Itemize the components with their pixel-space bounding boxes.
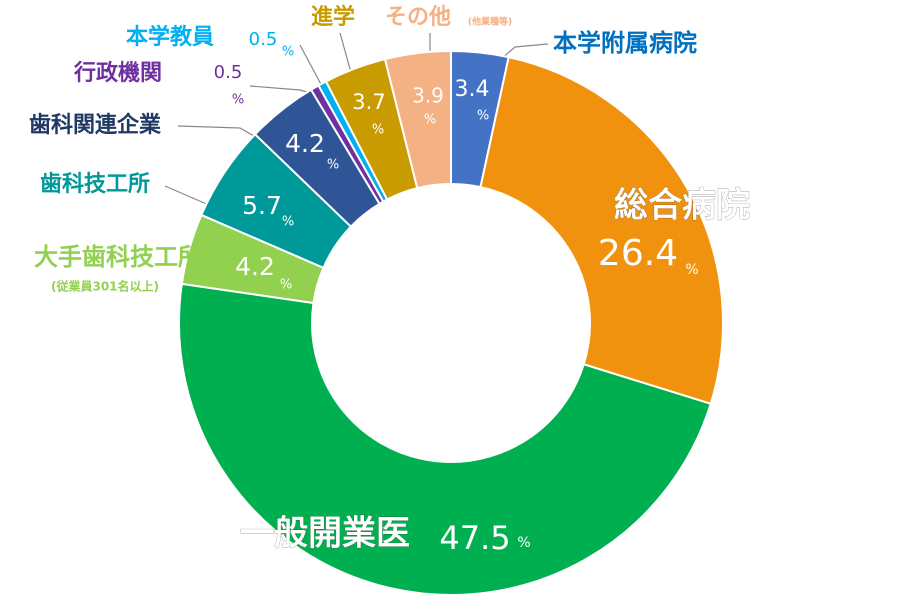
leader-line <box>339 32 353 77</box>
slice-label: 歯科関連企業 <box>29 112 162 138</box>
slice-label: 本学教員 <box>126 24 214 50</box>
value-label: 26.4 <box>598 233 678 274</box>
unit-label: % <box>685 262 698 278</box>
slice <box>479 55 724 406</box>
slice-label: 歯科技工所 <box>40 171 150 197</box>
slice-note: (従業員301名以上) <box>51 279 159 294</box>
slice-label: 一般開業医 <box>240 514 410 554</box>
unit-label: % <box>372 123 384 138</box>
unit-label: % <box>517 535 530 551</box>
slice-label: 本学附属病院 <box>553 29 697 57</box>
value-label: 3.7 <box>352 90 385 114</box>
slice <box>178 282 712 596</box>
value-label: 3.4 <box>455 77 490 102</box>
unit-label: % <box>280 278 292 293</box>
unit-label: % <box>282 45 294 60</box>
leader-lines <box>164 32 549 213</box>
slice-note: (他業種等) <box>468 16 512 28</box>
value-label: 0.5 <box>249 29 278 50</box>
slice-label: 行政機関 <box>73 60 162 86</box>
unit-label: % <box>327 158 339 173</box>
slice-label: 進学 <box>311 4 355 30</box>
unit-label: % <box>477 109 489 124</box>
value-label: 4.2 <box>285 129 325 158</box>
value-label: 4.2 <box>235 252 275 281</box>
slice-label: 総合病院 <box>614 186 750 226</box>
slice-label: 大手歯科技工所 <box>34 243 202 271</box>
unit-label: % <box>282 215 294 230</box>
unit-label: % <box>232 93 244 108</box>
value-label: 3.9 <box>412 84 444 108</box>
value-label: 5.7 <box>242 191 282 220</box>
value-label: 47.5 <box>439 519 510 557</box>
slice-label: その他 <box>385 5 451 30</box>
value-label: 0.5 <box>214 62 243 83</box>
slice <box>383 49 452 190</box>
slices <box>178 49 724 596</box>
unit-label: % <box>424 113 436 128</box>
leader-line <box>299 44 325 91</box>
